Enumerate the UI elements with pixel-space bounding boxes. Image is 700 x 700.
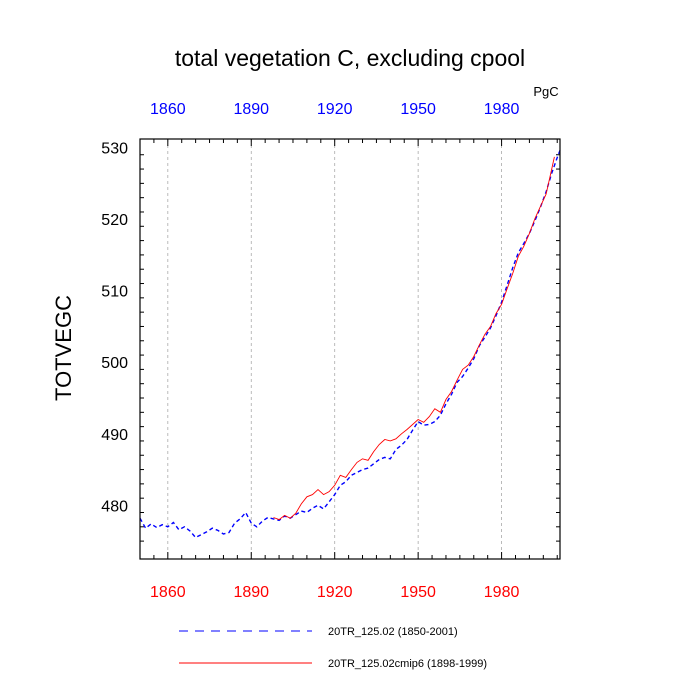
x-tick-label-bottom-1860: 1860: [150, 584, 186, 601]
x-tick-label-bottom-1920: 1920: [317, 584, 353, 601]
grid-layer: [167, 139, 502, 559]
legend-label-2: 20TR_125.02cmip6 (1898-1999): [328, 658, 487, 670]
x-tick-label-bottom-1890: 1890: [233, 584, 269, 601]
series-layer: [139, 150, 561, 539]
x-tick-label-bottom-1980: 1980: [484, 584, 520, 601]
x-tick-label-top-1890: 1890: [233, 101, 269, 118]
tick-layer: [139, 139, 560, 559]
label-layer: 1860 1860 1890 1890 1920 1920 1950 1950 1980 1980…: [101, 101, 519, 601]
y-tick-label-500: 500: [101, 355, 128, 372]
chart-title: total vegetation C, excluding cpool: [175, 45, 525, 71]
x-tick-label-top-1980: 1980: [484, 101, 520, 118]
y-tick-label-490: 490: [101, 427, 128, 444]
series-line-2: [273, 156, 555, 521]
legend-label-1: 20TR_125.02 (1850-2001): [328, 626, 458, 638]
plot-frame: [139, 138, 561, 560]
y-tick-label-520: 520: [101, 212, 128, 229]
series-line-1: [139, 150, 561, 539]
legend: 20TR_125.02 (1850-2001) 20TR_125.02cmip6 …: [179, 626, 487, 670]
x-tick-label-top-1920: 1920: [317, 101, 353, 118]
units-label: PgC: [533, 84, 558, 99]
y-tick-label-530: 530: [101, 141, 128, 158]
x-tick-label-bottom-1950: 1950: [400, 584, 436, 601]
y-tick-label-510: 510: [101, 284, 128, 301]
y-axis-label: TOTVEGC: [51, 295, 76, 401]
y-tick-label-480: 480: [101, 498, 128, 515]
x-tick-label-top-1860: 1860: [150, 101, 186, 118]
x-tick-label-top-1950: 1950: [400, 101, 436, 118]
